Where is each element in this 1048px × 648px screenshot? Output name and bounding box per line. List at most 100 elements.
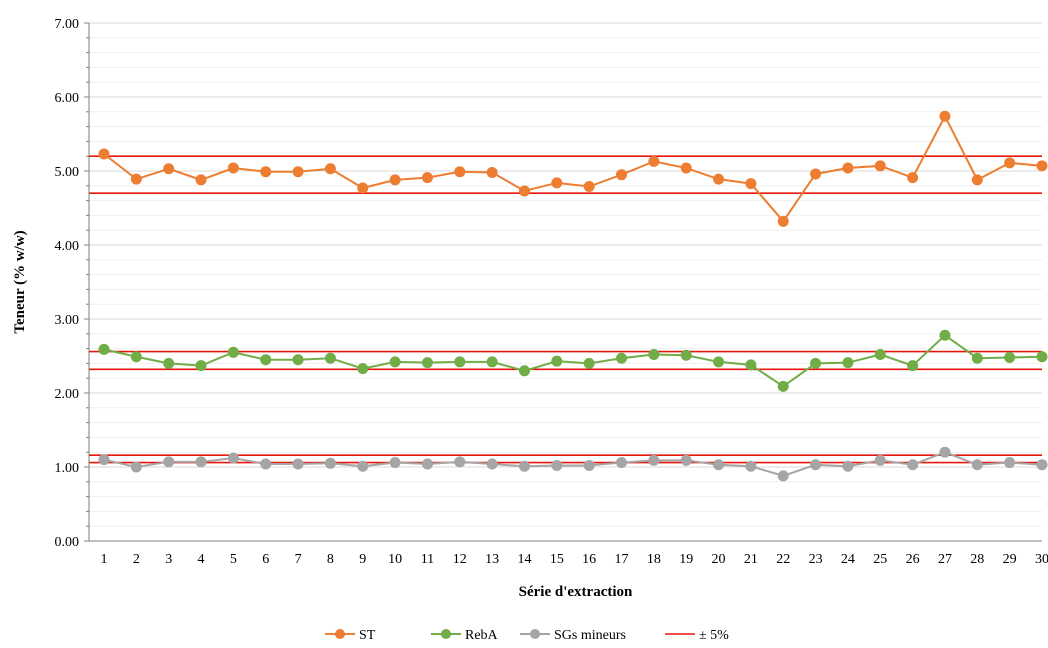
x-tick-label: 23 bbox=[809, 552, 823, 567]
data-point-reba bbox=[130, 351, 142, 363]
legend-label: ST bbox=[359, 628, 376, 643]
data-point-sgs-mineurs bbox=[486, 458, 498, 470]
series-sgs-mineurs bbox=[98, 446, 1048, 482]
x-tick-label: 13 bbox=[485, 552, 499, 567]
reference-lines bbox=[89, 155, 1042, 464]
y-tick-label: 1.00 bbox=[55, 461, 80, 476]
data-point-st bbox=[454, 166, 466, 178]
y-tick-label: 5.00 bbox=[55, 165, 80, 180]
data-point-sgs-mineurs bbox=[842, 460, 854, 472]
data-point-st bbox=[486, 166, 498, 178]
x-tick-label: 20 bbox=[712, 552, 726, 567]
data-point-sgs-mineurs bbox=[648, 454, 660, 466]
data-point-reba bbox=[907, 360, 919, 372]
data-point-sgs-mineurs bbox=[874, 454, 886, 466]
data-point-reba bbox=[777, 380, 789, 392]
data-point-st bbox=[1004, 157, 1016, 169]
data-point-reba bbox=[324, 352, 336, 364]
legend-swatch-marker bbox=[335, 629, 345, 639]
legend-item-reba: RebA bbox=[431, 628, 499, 643]
data-point-reba bbox=[389, 356, 401, 368]
data-point-reba bbox=[713, 356, 725, 368]
series-line-st bbox=[103, 114, 1043, 223]
data-point-reba bbox=[616, 352, 628, 364]
data-point-reba bbox=[421, 357, 433, 369]
y-tick-label: 4.00 bbox=[55, 239, 80, 254]
data-point-st bbox=[421, 172, 433, 184]
data-point-reba bbox=[810, 357, 822, 369]
data-point-st bbox=[745, 178, 757, 190]
x-tick-label: 9 bbox=[359, 552, 366, 567]
data-point-sgs-mineurs bbox=[421, 458, 433, 470]
data-point-reba bbox=[971, 352, 983, 364]
data-point-sgs-mineurs bbox=[98, 454, 110, 466]
legend-swatch-marker bbox=[441, 629, 451, 639]
data-point-reba bbox=[842, 357, 854, 369]
x-tick-label: 4 bbox=[198, 552, 205, 567]
data-point-st bbox=[616, 169, 628, 181]
data-point-sgs-mineurs bbox=[583, 460, 595, 472]
data-point-sgs-mineurs bbox=[745, 460, 757, 472]
data-point-sgs-mineurs bbox=[713, 459, 725, 471]
x-tick-label: 2 bbox=[133, 552, 140, 567]
data-point-sgs-mineurs bbox=[777, 470, 789, 482]
data-point-reba bbox=[583, 357, 595, 369]
y-tick-label: 2.00 bbox=[55, 387, 80, 402]
data-point-reba bbox=[486, 356, 498, 368]
data-point-st bbox=[518, 185, 530, 197]
data-point-st bbox=[292, 166, 304, 178]
data-point-sgs-mineurs bbox=[939, 446, 951, 458]
x-tick-label: 10 bbox=[388, 552, 402, 567]
x-tick-label: 21 bbox=[744, 552, 758, 567]
data-point-reba bbox=[745, 359, 757, 371]
data-point-st bbox=[130, 173, 142, 185]
data-point-sgs-mineurs bbox=[454, 456, 466, 468]
data-point-sgs-mineurs bbox=[810, 459, 822, 471]
x-tick-label: 26 bbox=[906, 552, 920, 567]
x-tick-label: 3 bbox=[165, 552, 172, 567]
x-tick-label: 6 bbox=[262, 552, 269, 567]
data-point-st bbox=[389, 174, 401, 186]
data-point-st bbox=[357, 182, 369, 194]
legend: ST RebA SGs mineurs ± 5% bbox=[325, 628, 729, 643]
data-point-reba bbox=[195, 360, 207, 372]
series-st bbox=[98, 110, 1048, 227]
data-point-sgs-mineurs bbox=[130, 461, 142, 473]
y-tick-label: 3.00 bbox=[55, 313, 80, 328]
x-tick-labels: 1 2 3 4 5 6 7 8 9 10 11 12 13 14 15 16 17 18 19 20 21 22 23 24 2… bbox=[101, 552, 1048, 567]
data-point-st bbox=[777, 215, 789, 227]
data-point-sgs-mineurs bbox=[680, 454, 692, 466]
x-tick-label: 8 bbox=[327, 552, 334, 567]
data-point-sgs-mineurs bbox=[227, 452, 239, 464]
data-point-st bbox=[195, 174, 207, 186]
x-tick-label: 18 bbox=[647, 552, 661, 567]
x-tick-label: 7 bbox=[295, 552, 302, 567]
data-point-st bbox=[713, 173, 725, 185]
data-point-st bbox=[810, 168, 822, 180]
data-point-reba bbox=[1036, 351, 1048, 363]
x-tick-label: 16 bbox=[582, 552, 596, 567]
data-point-st bbox=[874, 160, 886, 172]
legend-item-st: ST bbox=[325, 628, 376, 643]
data-point-st bbox=[583, 181, 595, 193]
data-point-sgs-mineurs bbox=[616, 457, 628, 469]
y-tick-label: 6.00 bbox=[55, 91, 80, 106]
x-tick-label: 11 bbox=[421, 552, 434, 567]
data-point-reba bbox=[874, 349, 886, 361]
series-line-reba bbox=[103, 333, 1043, 388]
gridlines bbox=[89, 22, 1042, 527]
data-point-st bbox=[260, 166, 272, 178]
data-point-st bbox=[842, 162, 854, 174]
legend-item-sgs-mineurs: SGs mineurs bbox=[520, 628, 626, 643]
data-point-st bbox=[907, 172, 919, 184]
x-tick-label: 30 bbox=[1035, 552, 1048, 567]
data-point-reba bbox=[454, 356, 466, 368]
data-point-sgs-mineurs bbox=[551, 460, 563, 472]
x-tick-label: 24 bbox=[841, 552, 855, 567]
x-tick-label: 14 bbox=[517, 552, 531, 567]
data-point-sgs-mineurs bbox=[195, 456, 207, 468]
data-point-reba bbox=[260, 354, 272, 366]
data-point-sgs-mineurs bbox=[324, 457, 336, 469]
y-axis-title: Teneur (% w/w) bbox=[12, 230, 28, 333]
data-point-st bbox=[939, 110, 951, 122]
